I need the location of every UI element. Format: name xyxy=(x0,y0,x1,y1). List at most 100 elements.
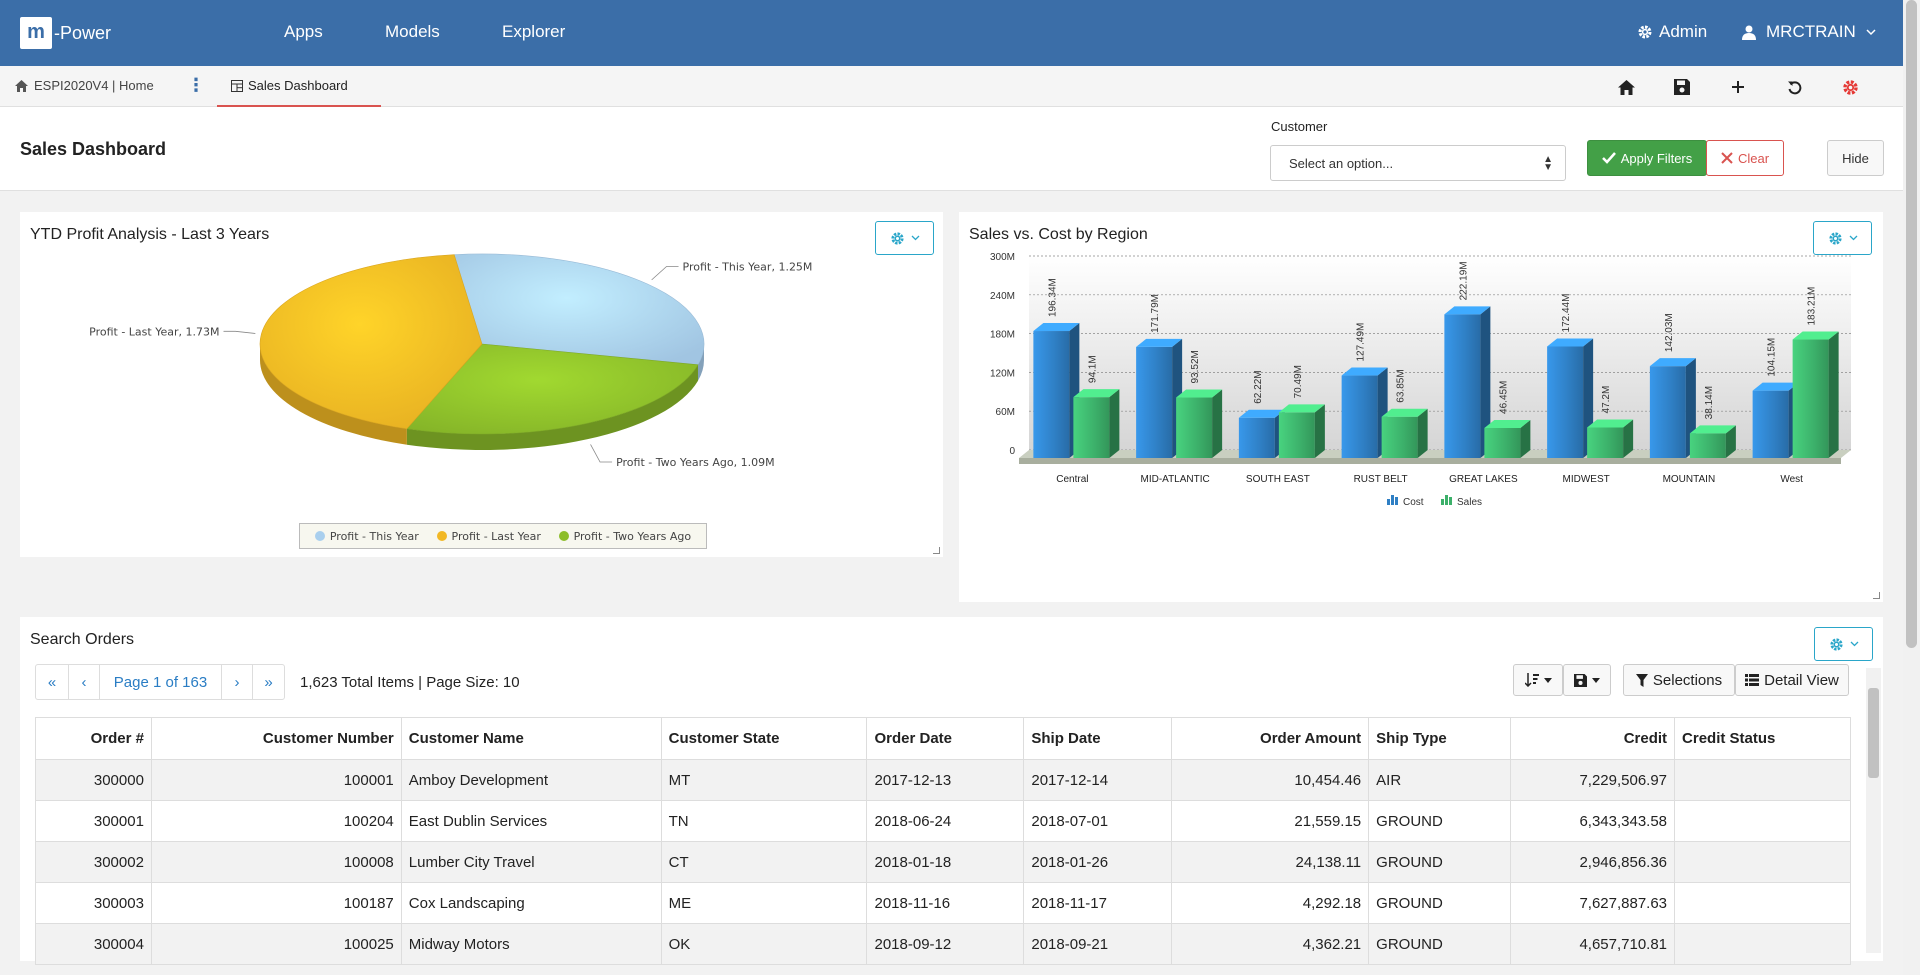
table-row[interactable]: 300000 100001 Amboy Development MT 2017-… xyxy=(35,759,1851,801)
table-scrollbar-thumb[interactable] xyxy=(1868,688,1879,778)
table-row[interactable]: 300004 100025 Midway Motors OK 2018-09-1… xyxy=(35,923,1851,965)
bar-chart: 0 60M 120M 180M 240M 300M 196.34M 94.1M Central 1… xyxy=(990,252,1851,508)
pie-slice[interactable] xyxy=(406,343,699,435)
pie-legend-item[interactable]: Profit - Last Year xyxy=(436,530,541,543)
bar-panel: Sales vs. Cost by Region 0 60M 120M 180M 240… xyxy=(959,212,1883,602)
orders-settings-button[interactable] xyxy=(1814,627,1873,661)
nav-apps[interactable]: Apps xyxy=(284,22,323,41)
bar-data-label: 46.45M xyxy=(1498,381,1509,414)
bar[interactable] xyxy=(1649,366,1686,458)
bar-top xyxy=(1176,389,1223,398)
nav-explorer[interactable]: Explorer xyxy=(502,22,566,41)
bar-settings-button[interactable] xyxy=(1813,221,1872,255)
selections-button[interactable]: Selections xyxy=(1623,664,1735,696)
bar[interactable] xyxy=(1587,427,1624,458)
page-scrollbar-thumb[interactable] xyxy=(1906,0,1917,648)
legend-swatch xyxy=(558,531,569,541)
col-order-amount[interactable]: Order Amount xyxy=(1171,717,1370,760)
pie-slice[interactable] xyxy=(259,254,483,430)
save-button[interactable] xyxy=(1670,75,1694,99)
bar[interactable] xyxy=(1444,314,1481,458)
table-row[interactable]: 300001 100204 East Dublin Services TN 20… xyxy=(35,800,1851,842)
first-page-button[interactable]: « xyxy=(36,665,69,699)
cell-credit-status xyxy=(1674,923,1851,965)
filter-icon xyxy=(1635,673,1648,687)
col-ship-date[interactable]: Ship Date xyxy=(1023,717,1173,760)
col-order-number[interactable]: Order # xyxy=(35,717,152,760)
bar[interactable] xyxy=(1752,390,1789,458)
export-button[interactable] xyxy=(1563,664,1611,696)
pie-slice[interactable] xyxy=(453,253,705,366)
bar[interactable] xyxy=(1547,346,1584,458)
chevron-down-icon xyxy=(1850,641,1858,647)
page-scrollbar[interactable] xyxy=(1903,0,1920,975)
x-tick-label: Central xyxy=(1056,474,1088,485)
cell-customer-name: East Dublin Services xyxy=(400,800,662,842)
bar[interactable] xyxy=(1792,339,1829,458)
col-ship-type[interactable]: Ship Type xyxy=(1368,717,1512,760)
bar[interactable] xyxy=(1341,375,1378,458)
app-logo[interactable]: m -Power xyxy=(20,17,111,49)
y-tick-label: 300M xyxy=(990,252,1015,263)
col-credit-status[interactable]: Credit Status xyxy=(1674,717,1851,760)
bar[interactable] xyxy=(1689,433,1726,458)
nav-user-menu[interactable]: MRCTRAIN xyxy=(1742,22,1876,42)
cell-customer-state: OK xyxy=(660,923,868,965)
prev-page-button[interactable]: ‹ xyxy=(69,665,100,699)
resize-handle[interactable] xyxy=(1873,592,1880,599)
bar[interactable] xyxy=(1381,416,1418,458)
table-row[interactable]: 300003 100187 Cox Landscaping ME 2018-11… xyxy=(35,882,1851,924)
table-scrollbar[interactable] xyxy=(1866,668,1881,953)
bar[interactable] xyxy=(1176,397,1213,458)
kebab-menu-icon[interactable]: ⋮ xyxy=(187,75,205,95)
chevron-down-icon xyxy=(911,235,919,241)
tab-home[interactable]: ESPI2020V4 | Home xyxy=(15,78,154,93)
col-customer-number[interactable]: Customer Number xyxy=(150,717,402,760)
bar[interactable] xyxy=(1136,346,1173,458)
bar-legend-item[interactable]: Cost xyxy=(1387,495,1424,508)
col-credit[interactable]: Credit xyxy=(1510,717,1676,760)
col-customer-state[interactable]: Customer State xyxy=(660,717,868,760)
cell-customer-state: MT xyxy=(660,759,868,801)
hide-button[interactable]: Hide xyxy=(1827,140,1884,176)
home-button[interactable] xyxy=(1614,75,1638,99)
bar-top xyxy=(1484,419,1531,428)
bar[interactable] xyxy=(1484,427,1521,458)
bar-side xyxy=(1828,331,1839,458)
tab-sales-dashboard[interactable]: Sales Dashboard xyxy=(217,66,381,107)
y-tick-label: 0 xyxy=(1009,446,1015,457)
pie-leader-line xyxy=(590,444,613,463)
resize-handle[interactable] xyxy=(933,547,940,554)
nav-admin[interactable]: Admin xyxy=(1637,22,1707,42)
bar[interactable] xyxy=(1278,412,1315,458)
table-row[interactable]: 300002 100008 Lumber City Travel CT 2018… xyxy=(35,841,1851,883)
cell-credit-status xyxy=(1674,841,1851,883)
pie-legend-item[interactable]: Profit - Two Years Ago xyxy=(558,530,691,543)
add-button[interactable] xyxy=(1726,75,1750,99)
detail-view-button[interactable]: Detail View xyxy=(1735,664,1849,696)
nav-models[interactable]: Models xyxy=(385,22,440,41)
bar[interactable] xyxy=(1033,331,1070,458)
refresh-button[interactable] xyxy=(1782,75,1806,99)
bar-legend-item[interactable]: Sales xyxy=(1441,495,1482,508)
sort-button[interactable] xyxy=(1513,664,1563,696)
customer-select[interactable]: Select an option... ▲ ▼ xyxy=(1270,145,1566,181)
bar[interactable] xyxy=(1073,397,1110,458)
list-icon xyxy=(1745,674,1760,686)
pie-settings-button[interactable] xyxy=(875,221,934,255)
cell-credit: 6,343,343.58 xyxy=(1510,800,1676,842)
next-page-button[interactable]: › xyxy=(222,665,253,699)
col-order-date[interactable]: Order Date xyxy=(866,717,1025,760)
legend-swatch xyxy=(1445,495,1448,505)
apply-filters-button[interactable]: Apply Filters xyxy=(1587,140,1707,176)
bar-top xyxy=(1073,389,1120,398)
logo-text: -Power xyxy=(54,22,112,43)
settings-button[interactable] xyxy=(1838,75,1862,99)
last-page-button[interactable]: » xyxy=(264,673,273,691)
pie-legend-item[interactable]: Profit - This Year xyxy=(314,530,419,543)
legend-swatch xyxy=(1391,495,1394,505)
page-indicator[interactable]: Page 1 of 163 xyxy=(100,665,222,699)
bar[interactable] xyxy=(1238,417,1275,458)
col-customer-name[interactable]: Customer Name xyxy=(400,717,662,760)
clear-button[interactable]: Clear xyxy=(1706,140,1784,176)
